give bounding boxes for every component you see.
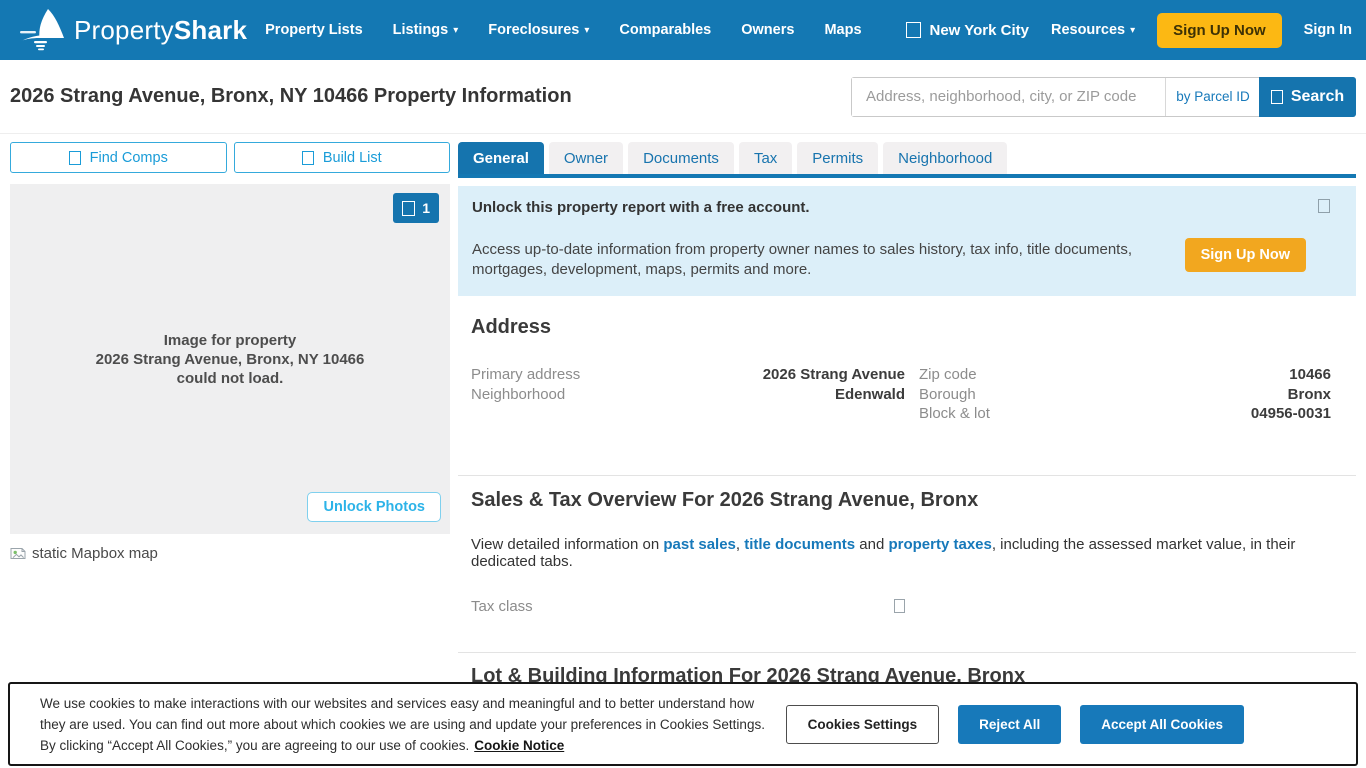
sales-tax-heading: Sales & Tax Overview For 2026 Strang Ave… <box>471 488 979 511</box>
caret-down-icon: ▾ <box>1130 25 1136 36</box>
action-row: Find Comps Build List <box>10 142 450 173</box>
property-taxes-link[interactable]: property taxes <box>888 535 992 553</box>
nav-comparables[interactable]: Comparables <box>619 22 712 38</box>
address-heading: Address <box>471 316 552 338</box>
list-icon <box>301 150 314 165</box>
tab-permits[interactable]: Permits <box>797 142 879 174</box>
nav-maps[interactable]: Maps <box>824 22 862 38</box>
sales-tax-section: Sales & Tax Overview For 2026 Strang Ave… <box>458 489 1356 617</box>
lot-building-section: Lot & Building Information For 2026 Stra… <box>458 665 1356 748</box>
search-button[interactable]: Search <box>1259 76 1356 117</box>
address-col-2: Zip code 10466 Borough Bronx Block & lot… <box>919 365 1331 424</box>
reject-all-button[interactable]: Reject All <box>958 704 1062 744</box>
page-title: 2026 Strang Avenue, Bronx, NY 10466 Prop… <box>10 85 572 107</box>
comps-icon <box>68 150 81 165</box>
zip-code-row: Zip code 10466 <box>919 366 1331 383</box>
signin-link[interactable]: Sign In <box>1303 22 1352 38</box>
primary-address-row: Primary address 2026 Strang Avenue <box>471 366 905 383</box>
build-list-button[interactable]: Build List <box>233 142 450 173</box>
photo-alt-text: Image for property 2026 Strang Avenue, B… <box>95 332 365 387</box>
accept-all-cookies-button[interactable]: Accept All Cookies <box>1080 704 1244 744</box>
broken-image-icon <box>10 545 27 562</box>
lot-building-heading: Lot & Building Information For 2026 Stra… <box>471 665 1026 687</box>
neighborhood-row: Neighborhood Edenwald <box>471 385 905 403</box>
cookie-banner: We use cookies to make interactions with… <box>8 682 1358 766</box>
left-column: Find Comps Build List 1 Image for proper… <box>10 142 450 748</box>
tab-documents[interactable]: Documents <box>628 142 734 174</box>
borough-row: Borough Bronx <box>919 385 1331 403</box>
by-parcel-id-link[interactable]: by Parcel ID <box>1165 77 1260 116</box>
tab-general[interactable]: General <box>458 142 544 174</box>
page-header: 2026 Strang Avenue, Bronx, NY 10466 Prop… <box>0 60 1366 134</box>
signup-button[interactable]: Sign Up Now <box>1157 12 1282 48</box>
navbar-right: New York City Resources ▾ Sign Up Now Sig… <box>906 12 1352 48</box>
find-comps-button[interactable]: Find Comps <box>10 142 227 173</box>
region-selector[interactable]: New York City <box>906 22 1029 39</box>
nav-resources[interactable]: Resources ▾ <box>1050 22 1136 38</box>
shark-logo-icon <box>18 8 68 52</box>
sales-tax-intro: View detailed information on past sales,… <box>471 535 1296 570</box>
address-section: Address Primary address 2026 Strang Aven… <box>458 316 1356 424</box>
caret-down-icon: ▾ <box>453 25 459 36</box>
right-column: General Owner Documents Tax Permits Neig… <box>458 142 1356 748</box>
search-icon <box>1270 89 1283 104</box>
nav-foreclosures[interactable]: Foreclosures ▾ <box>488 22 590 38</box>
propertyshark-logo[interactable]: PropertyShark <box>18 8 247 52</box>
section-divider <box>458 474 1356 476</box>
cookies-settings-button[interactable]: Cookies Settings <box>785 704 940 744</box>
property-photo-placeholder: 1 Image for property 2026 Strang Avenue,… <box>10 184 450 534</box>
cookie-message: We use cookies to make interactions with… <box>40 695 765 753</box>
cookie-notice-link[interactable]: Cookie Notice <box>474 737 565 753</box>
address-col-1: Primary address 2026 Strang Avenue Neigh… <box>471 365 905 424</box>
search-input[interactable] <box>852 77 1165 116</box>
region-icon <box>906 22 922 38</box>
past-sales-link[interactable]: past sales <box>663 535 736 553</box>
caret-down-icon: ▾ <box>584 25 590 36</box>
search-bar: by Parcel ID Search <box>851 76 1356 117</box>
banner-signup-button[interactable]: Sign Up Now <box>1184 238 1306 272</box>
nav-listings[interactable]: Listings ▾ <box>392 22 459 38</box>
static-map-image: static Mapbox map <box>10 545 450 562</box>
nav-owners[interactable]: Owners <box>741 22 795 38</box>
photo-count-badge[interactable]: 1 <box>393 193 439 223</box>
camera-icon <box>402 200 416 216</box>
locked-value-icon <box>894 599 905 614</box>
tab-neighborhood[interactable]: Neighborhood <box>883 142 1008 174</box>
title-documents-link[interactable]: title documents <box>744 535 856 553</box>
unlock-photos-button[interactable]: Unlock Photos <box>307 492 441 522</box>
tab-tax[interactable]: Tax <box>738 142 793 174</box>
logo-text-bold: Shark <box>173 14 248 45</box>
tax-class-row: Tax class <box>471 597 905 617</box>
address-grid: Primary address 2026 Strang Avenue Neigh… <box>471 365 1331 424</box>
main-content: Find Comps Build List 1 Image for proper… <box>0 134 1366 748</box>
logo-text-light: Property <box>74 14 174 45</box>
unlock-banner-body: Access up-to-date information from prope… <box>472 241 1133 278</box>
main-nav: Property Lists Listings ▾ Foreclosures ▾ C… <box>265 22 861 38</box>
section-divider <box>458 652 1356 653</box>
lock-icon <box>1318 199 1330 213</box>
unlock-banner-title: Unlock this property report with a free … <box>472 199 810 216</box>
cookie-buttons: Cookies Settings Reject All Accept All C… <box>785 704 1336 744</box>
unlock-banner: Unlock this property report with a free … <box>458 186 1356 296</box>
nav-property-lists[interactable]: Property Lists <box>265 22 363 38</box>
tab-owner[interactable]: Owner <box>548 142 624 174</box>
top-navbar: PropertyShark Property Lists Listings ▾ F… <box>0 0 1366 60</box>
block-lot-row: Block & lot 04956-0031 <box>919 405 1331 422</box>
report-tabs: General Owner Documents Tax Permits Neig… <box>458 142 1356 178</box>
